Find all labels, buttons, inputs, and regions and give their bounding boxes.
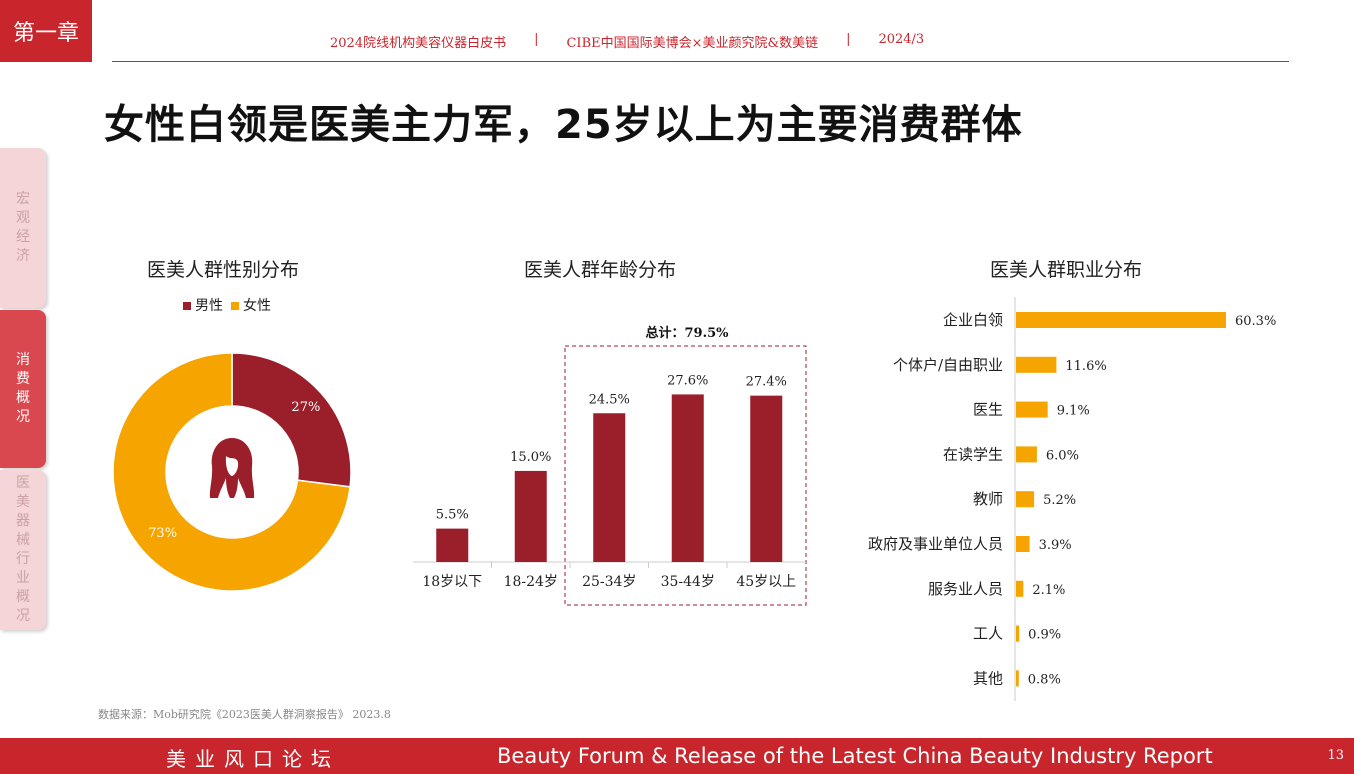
occupation-bar-value-label: 60.3% [1235,314,1276,329]
gender-legend: 男性 女性 [183,295,271,315]
occupation-bar [1016,446,1037,463]
woman-silhouette-icon [209,438,255,498]
occupation-category-label: 在读学生 [943,445,1003,463]
age-bar-value-label: 27.6% [667,373,708,388]
side-tab-char: 医 [16,475,30,491]
occupation-bar [1016,491,1035,508]
occupation-bar [1016,580,1024,597]
occupation-bar-chart: 60.3% 企业白领 11.6% 个体户/自由职业 9.1% 医生 6.0% 在读学生 5.2%… [868,297,1276,701]
occupation-bar-value-label: 0.8% [1028,672,1061,687]
age-bar [750,395,783,562]
occupation-category-label: 教师 [973,490,1003,508]
donut-slice-0 [231,352,352,488]
occupation-chart-title: 医美人群职业分布 [990,259,1143,281]
age-category-label: 18岁以下 [422,574,482,590]
header-organization: CIBE中国国际美博会×美业颜究院&数美链 [566,36,819,51]
side-tab-char: 消 [16,352,30,368]
occupation-bar-value-label: 3.9% [1039,538,1072,553]
side-tab-macro-economy[interactable]: 宏 观 经 济 [0,148,46,308]
header-date: 2024/3 [878,32,925,47]
age-category-label: 18-24岁 [504,574,558,590]
age-bar-value-label: 5.5% [436,508,469,523]
footer-bar: 美业风口论坛 Beauty Forum & Release of the Lat… [0,738,1354,774]
age-category-label: 35-44岁 [661,574,715,590]
age-highlight-box [564,345,807,606]
age-chart-title: 医美人群年龄分布 [524,259,677,281]
age-bar [436,528,469,562]
side-tab-char: 器 [16,513,30,529]
age-bar-chart: 总计：79.5% 5.5% 18岁以下 15.0% 18-24岁 24.5% 25-34岁… [413,325,807,606]
occupation-bar-value-label: 5.2% [1043,493,1076,508]
occupation-bar [1016,312,1226,328]
side-tab-char: 概 [16,589,30,605]
occupation-bar-value-label: 9.1% [1057,404,1090,419]
occupation-category-label: 医生 [973,401,1003,419]
occupation-bar-value-label: 6.0% [1046,448,1079,463]
occupation-bar [1016,536,1030,552]
side-tab-char: 业 [16,570,30,586]
legend-item-male: 男性 [183,295,223,315]
occupation-bar-value-label: 0.9% [1028,628,1061,643]
occupation-category-label: 其他 [973,669,1003,687]
side-tab-char: 观 [16,210,30,226]
legend-item-female: 女性 [231,295,271,315]
footer-english-title: Beauty Forum & Release of the Latest Chi… [497,744,1213,768]
age-bar-value-label: 24.5% [589,392,630,407]
header-divider [112,61,1289,62]
donut-slice-1 [112,352,351,592]
side-tab-char: 况 [16,409,30,425]
donut-label-0: 27% [291,400,320,415]
age-bar [671,394,704,562]
header-separator: | [846,32,851,47]
data-source-note: 数据来源：Mob研究院《2023医美人群洞察报告》 2023.8 [98,708,391,721]
header-separator: | [534,32,539,47]
side-tab-char: 美 [16,494,30,510]
donut-label-1: 73% [148,526,177,541]
age-bar-value-label: 27.4% [746,375,787,390]
footer-forum-name: 美业风口论坛 [166,747,340,771]
side-tab-char: 费 [16,371,30,387]
age-category-label: 45岁以上 [736,574,796,590]
side-tab-char: 械 [16,532,30,548]
occupation-bar [1016,401,1048,418]
age-bar-value-label: 15.0% [510,450,551,465]
occupation-bar [1016,670,1019,687]
age-category-label: 25-34岁 [582,574,636,590]
occupation-category-label: 个体户/自由职业 [893,356,1003,374]
occupation-category-label: 工人 [973,625,1003,643]
occupation-category-label: 政府及事业单位人员 [868,535,1003,553]
page-number: 13 [1327,748,1344,763]
occupation-category-label: 企业白领 [943,311,1003,329]
side-tab-device-industry[interactable]: 医 美 器 械 行 业 概 况 [0,470,46,630]
gender-chart-title: 医美人群性别分布 [147,259,300,281]
report-header: 2024院线机构美容仪器白皮书 | CIBE中国国际美博会×美业颜究院&数美链 … [330,32,1030,51]
age-total-annotation: 总计：79.5% [645,325,729,341]
occupation-bar-value-label: 2.1% [1032,583,1065,598]
header-report-title: 2024院线机构美容仪器白皮书 [330,36,507,51]
occupation-bar-value-label: 11.6% [1065,359,1106,374]
side-tab-consumption-overview[interactable]: 消 费 概 况 [0,310,46,468]
gender-donut-chart: 27% 73% [112,352,352,592]
occupation-category-label: 服务业人员 [928,580,1003,598]
age-bar [593,413,626,562]
side-tab-char: 况 [16,608,30,624]
occupation-bar [1016,625,1020,642]
side-tab-char: 济 [16,248,30,264]
chapter-tab[interactable]: 第一章 [0,0,92,62]
side-tab-char: 经 [16,229,30,245]
side-tab-char: 行 [16,551,30,567]
side-tab-char: 概 [16,390,30,406]
age-bar [514,470,547,562]
side-tab-char: 宏 [16,191,30,207]
occupation-bar [1016,356,1057,373]
page-title: 女性白领是医美主力军，25岁以上为主要消费群体 [104,102,1023,148]
